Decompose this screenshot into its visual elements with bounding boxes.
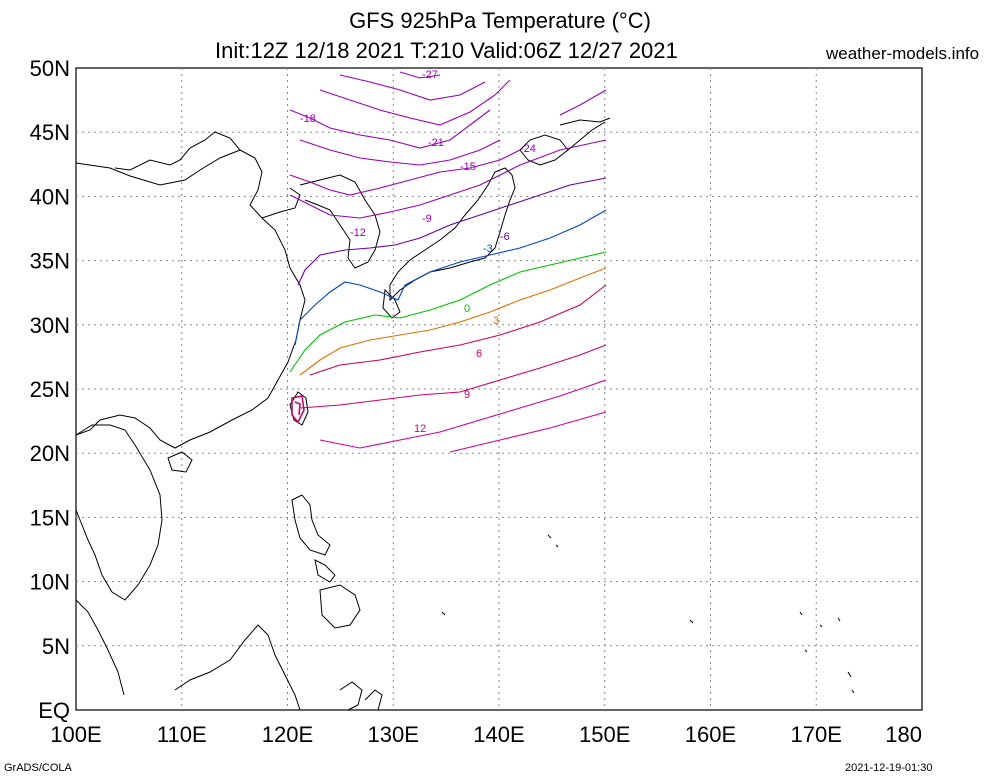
footer-software-credit: GrADS/COLA [4, 762, 72, 774]
temperature-contours [289, 71, 607, 453]
lon-tick-label: 160E [685, 722, 736, 747]
contour-label-minus-9: -9 [422, 213, 432, 225]
contour-12-east [449, 411, 607, 453]
lat-tick-label: 15N [30, 505, 70, 530]
lat-tick-label: 20N [30, 441, 70, 466]
lon-tick-label: 170E [791, 722, 842, 747]
footer-timestamp: 2021-12-19-01:30 [845, 762, 933, 774]
contour-minus-12 [289, 149, 521, 196]
contour-label-6: 6 [476, 348, 482, 360]
lat-tick-label: 45N [30, 120, 70, 145]
contour-label-minus-3: -3 [483, 243, 493, 255]
lat-lon-grid [76, 68, 922, 710]
contour-minus-21 [319, 79, 511, 126]
lon-tick-label: 120E [262, 722, 313, 747]
contour-9 [299, 344, 607, 409]
contour-3 [299, 267, 607, 376]
coastlines [75, 117, 855, 711]
map-title: GFS 925hPa Temperature (°C) [349, 8, 651, 33]
contour-minus-18 [289, 109, 491, 149]
contour-minus-6 [297, 177, 607, 286]
coastline-indochina [75, 424, 163, 601]
contour-minus-27 [399, 71, 441, 79]
contour-minus-15 [299, 139, 501, 166]
lon-tick-label: 100E [50, 722, 101, 747]
lat-tick-label: 30N [30, 313, 70, 338]
lat-tick-label: 5N [42, 634, 70, 659]
contour-minus-3 [294, 209, 607, 346]
coastline-visayas [314, 559, 336, 583]
coastline-new-guinea [364, 689, 383, 711]
coastline-japan-honshu [389, 167, 516, 302]
coastline-korea [299, 174, 381, 269]
contour-taiwan-local [291, 395, 305, 424]
contour-label-minus-18: -18 [300, 113, 316, 125]
contour-label-9: 9 [464, 389, 470, 401]
lon-tick-label: 130E [368, 722, 419, 747]
coastline-borneo [174, 624, 301, 711]
contour-label-0: 0 [464, 303, 470, 315]
site-credit: weather-models.info [826, 44, 980, 63]
contour-label-minus-12: -12 [350, 227, 366, 239]
contour-label-minus-24: -24 [520, 143, 536, 155]
lat-tick-label: 40N [30, 184, 70, 209]
lat-tick-label: 10N [30, 570, 70, 595]
lat-tick-label: 25N [30, 377, 70, 402]
coastline-sulawesi [339, 681, 363, 711]
contour-6 [309, 284, 607, 376]
contour-minus-24 [339, 74, 486, 101]
coastline-pacific-islands [441, 534, 855, 694]
latitude-labels: EQ 5N 10N 15N 20N 25N 30N 35N 40N 45N 50N [30, 56, 70, 723]
coastline-malay-peninsula [75, 599, 125, 696]
contour-0 [289, 251, 607, 373]
lat-tick-label: 50N [30, 56, 70, 81]
coastline-luzon [291, 494, 331, 556]
coastline-mindanao [319, 584, 361, 629]
contour-label-12: 12 [414, 423, 426, 435]
lon-tick-label: 140E [473, 722, 524, 747]
lon-tick-label: 110E [157, 722, 207, 747]
contour-12 [319, 379, 607, 449]
coastline-bohai [261, 187, 301, 219]
contour-label-minus-21: -21 [428, 137, 444, 149]
lat-tick-label: 35N [30, 249, 70, 274]
contour-label-minus-15: -15 [460, 161, 476, 173]
lon-tick-label: 180 [885, 722, 922, 747]
contour-label-minus-27: -27 [422, 69, 438, 81]
map-subtitle: Init:12Z 12/18 2021 T:210 Valid:06Z 12/2… [215, 38, 678, 63]
lat-tick-label: EQ [38, 698, 70, 723]
coastline-kurils [567, 121, 606, 151]
contour-minus-9 [289, 139, 607, 219]
coastline-sakhalin [559, 117, 611, 126]
coastline-hainan [167, 451, 193, 473]
contour-label-minus-6: -6 [500, 231, 510, 243]
contour-label-3: 3 [493, 315, 499, 327]
contour-labels: 12 9 6 3 0 -3 -6 -9 -12 -15 -18 -21 -24 … [300, 69, 536, 435]
coastline-china [75, 131, 306, 449]
coastline-taiwan [289, 391, 309, 426]
contour-east-edge [559, 89, 607, 116]
longitude-labels: 100E 110E 120E 130E 140E 150E 160E 170E 180 [50, 722, 922, 747]
lon-tick-label: 150E [579, 722, 630, 747]
